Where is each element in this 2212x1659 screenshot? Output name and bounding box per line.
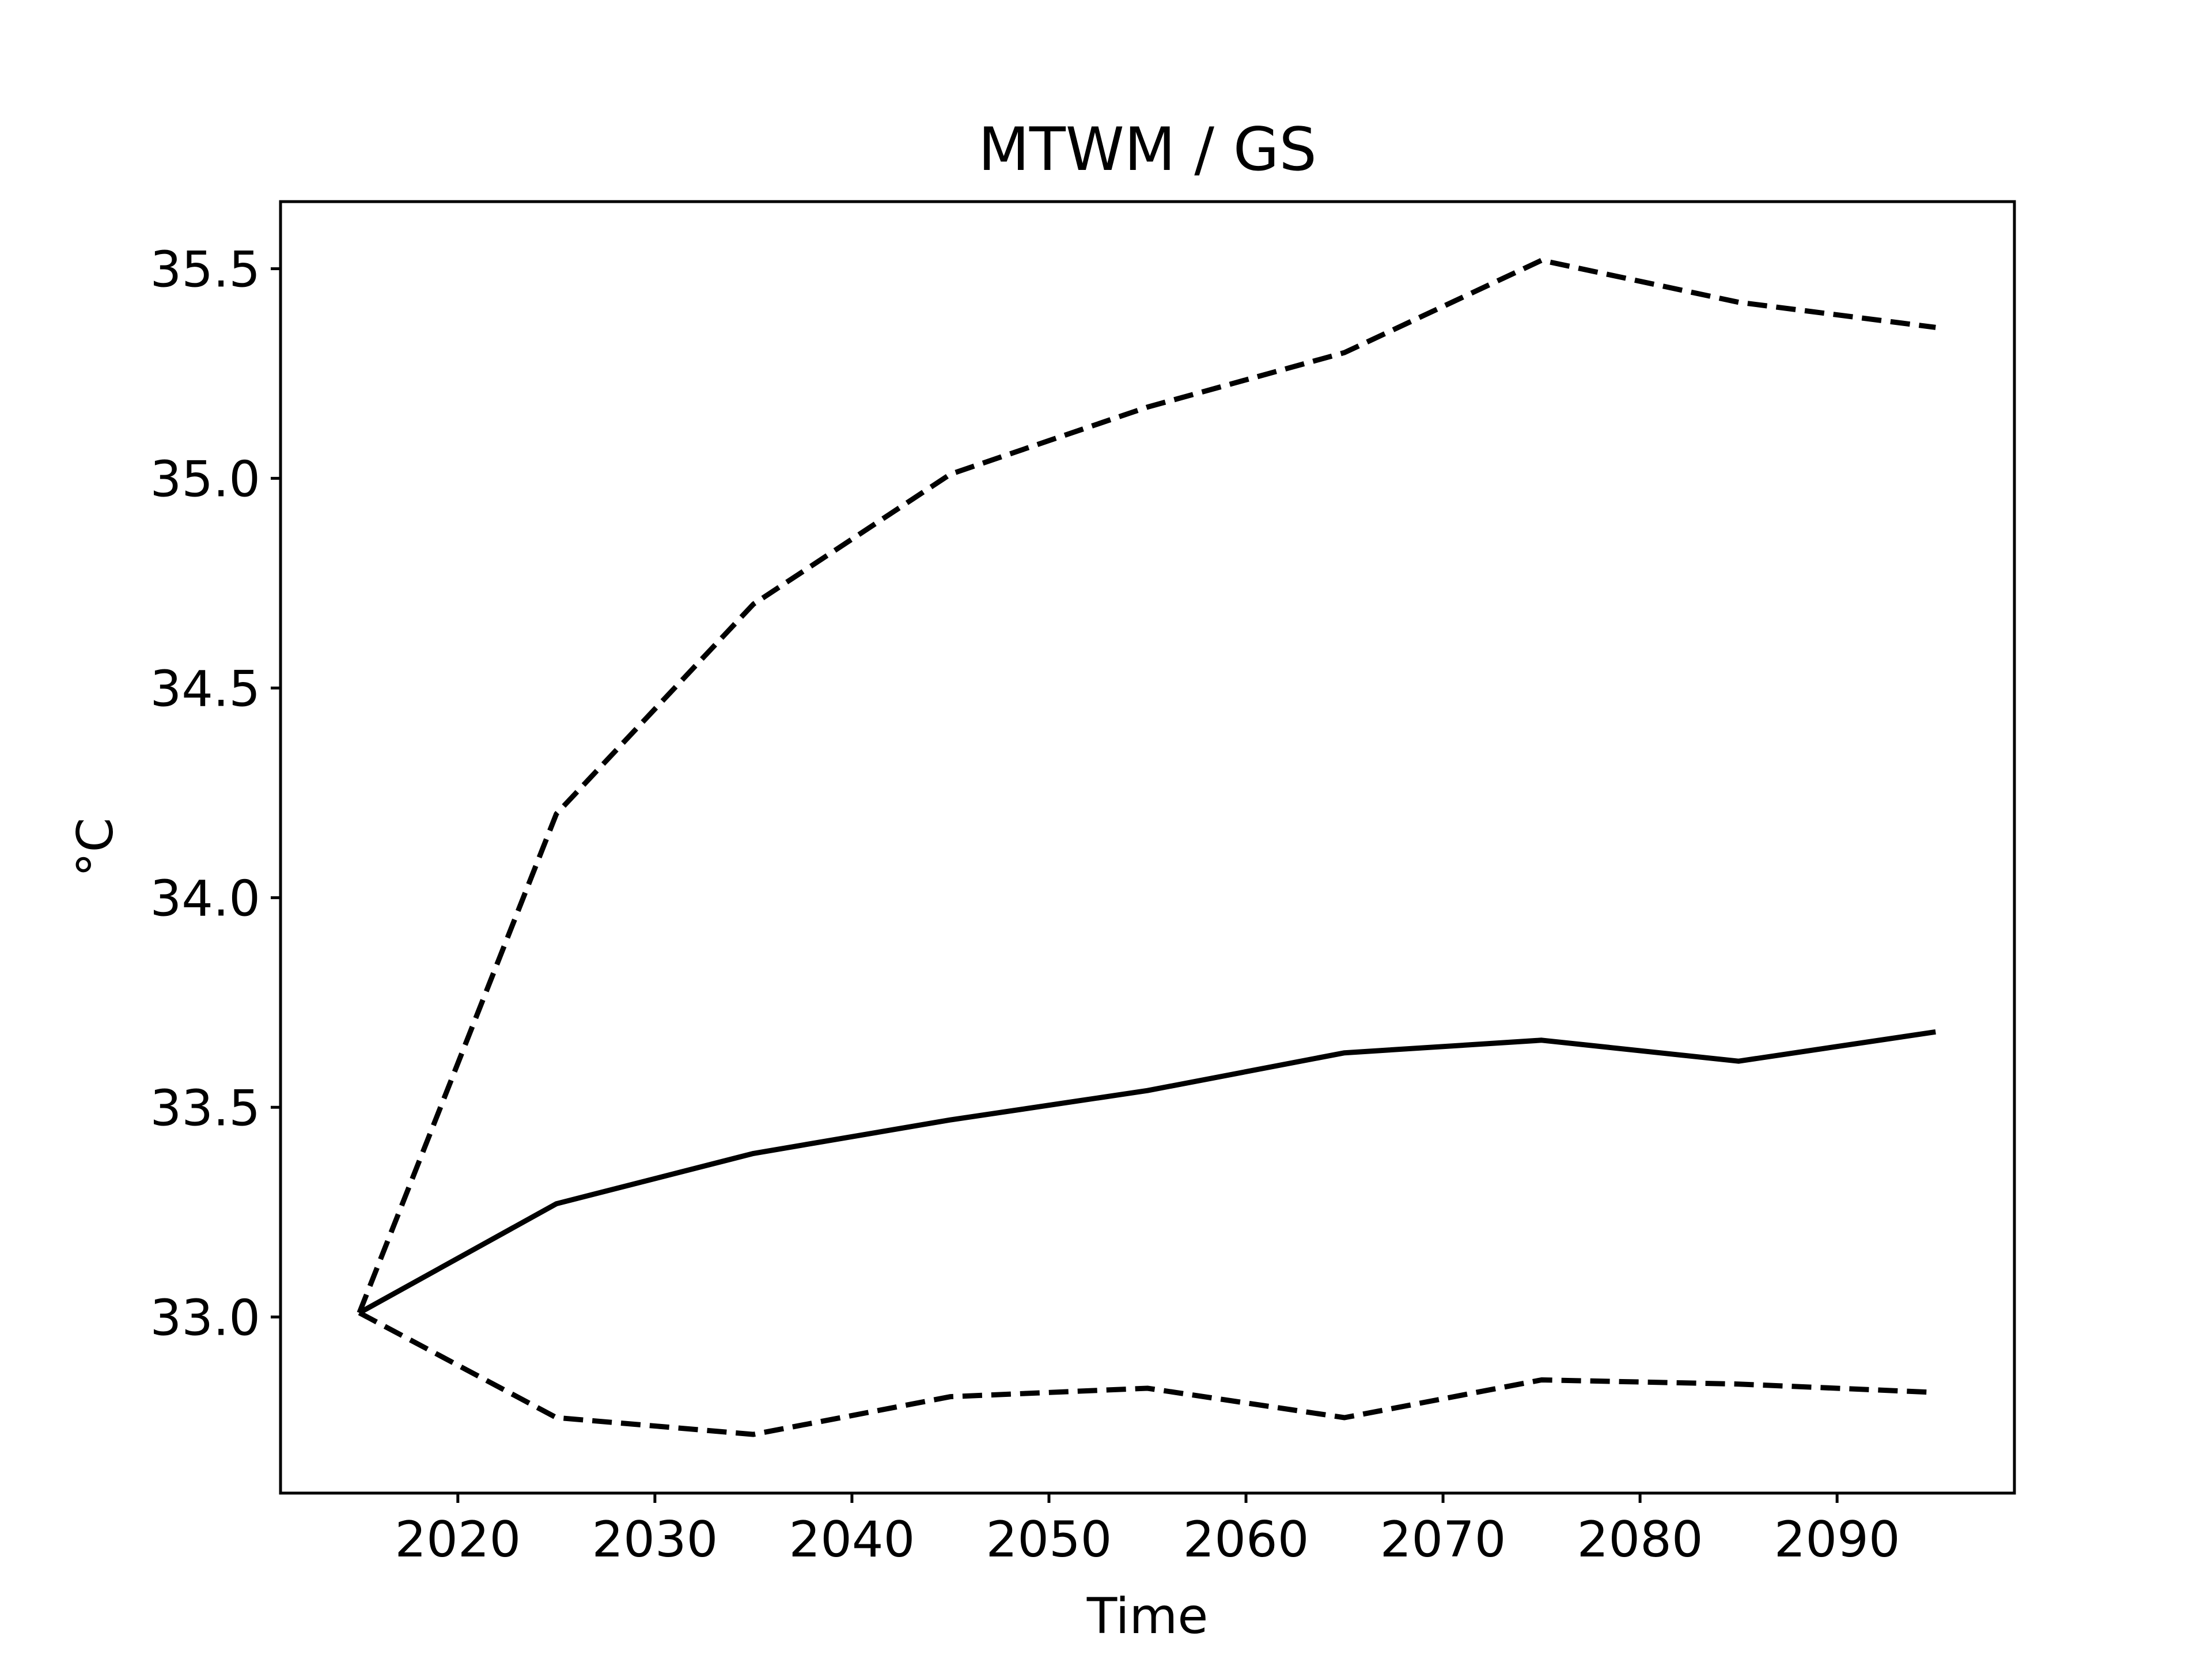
y-axis-label: °C [67,817,124,877]
lower-bound-line [358,1310,1936,1437]
y-tick-label: 35.5 [150,241,260,298]
x-tick-label: 2020 [395,1511,521,1569]
x-tick-label: 2050 [986,1511,1112,1569]
upper-bound-line [357,257,1936,1314]
x-tick-label: 2030 [592,1511,718,1569]
series-layer [357,257,1936,1437]
y-tick-label: 34.5 [150,660,260,718]
x-tick-label: 2060 [1183,1511,1309,1569]
plot-frame [279,200,2016,1495]
x-axis-ticks: 2020 2030 2040 2050 2060 2070 2080 2090 [395,1493,1900,1569]
x-tick-label: 2090 [1774,1511,1900,1569]
x-tick-label: 2080 [1577,1511,1703,1569]
y-tick-label: 35.0 [150,450,260,508]
y-axis-ticks: 33.0 33.5 34.0 34.5 35.0 35.5 [150,241,281,1347]
y-tick-label: 33.0 [150,1289,260,1347]
x-tick-label: 2040 [789,1511,915,1569]
y-tick-label: 34.0 [150,870,260,927]
y-tick-label: 33.5 [150,1080,260,1137]
chart-title: MTWM / GS [978,115,1317,184]
x-tick-label: 2070 [1380,1511,1506,1569]
x-axis-label: Time [1086,1588,1208,1645]
mean-line [358,1029,1936,1315]
